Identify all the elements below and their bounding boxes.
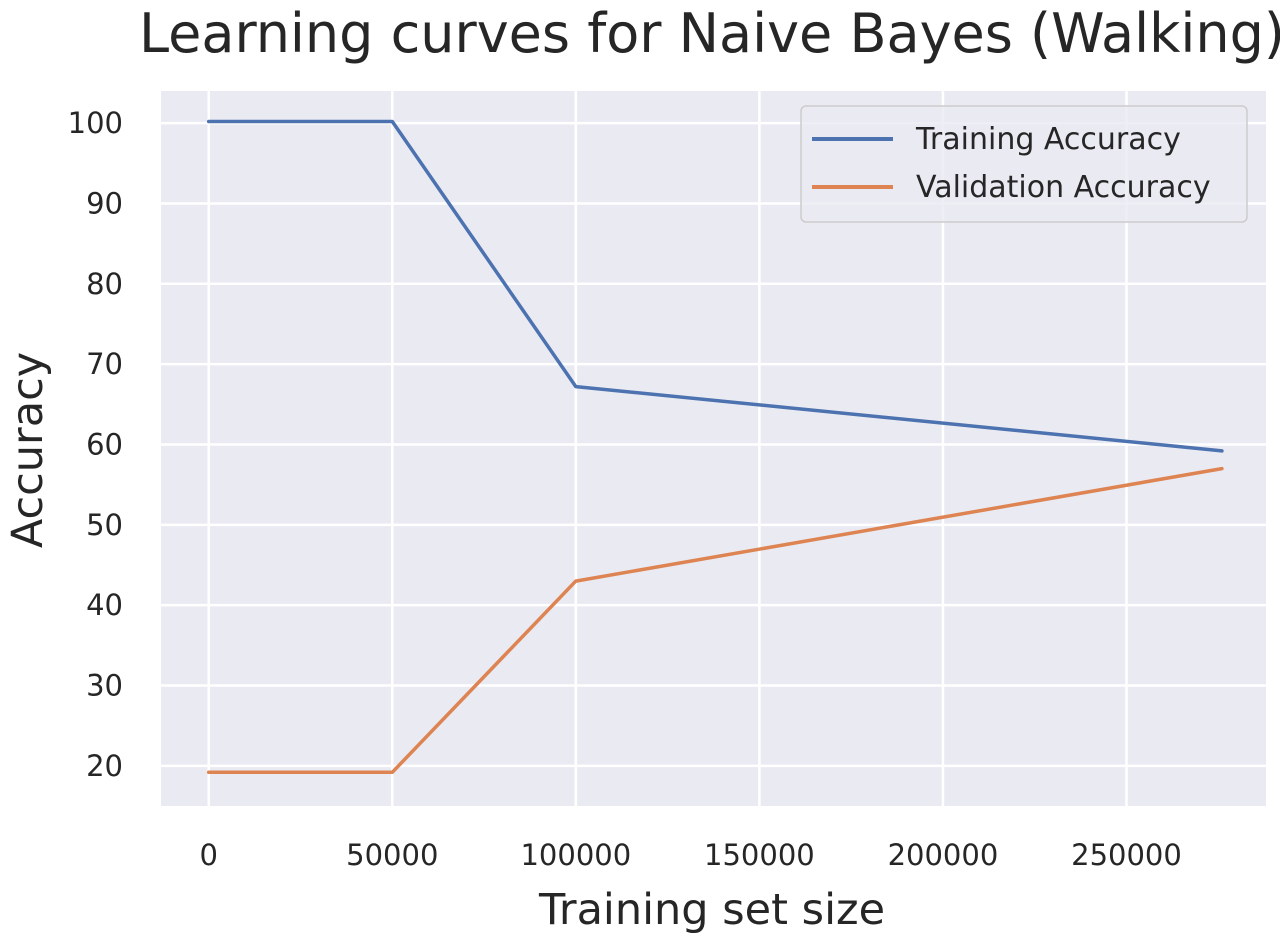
y-tick-label: 50 [86, 508, 123, 542]
x-tick-label: 100000 [520, 838, 631, 872]
series-line-validation-accuracy [206, 466, 1224, 775]
chart-title: Learning curves for Naive Bayes (Walking… [139, 2, 1280, 65]
series-lines [206, 119, 1224, 775]
y-tick-label: 60 [86, 427, 123, 461]
x-tick-label: 0 [199, 838, 217, 872]
y-tick-label: 20 [86, 749, 123, 783]
y-tick-label: 100 [68, 106, 123, 140]
x-tick-label: 250000 [1071, 838, 1182, 872]
x-tick-label: 50000 [346, 838, 438, 872]
y-axis-label: Accuracy [3, 352, 53, 548]
y-tick-label: 90 [86, 186, 123, 220]
legend-label-training: Training Accuracy [915, 122, 1181, 157]
legend: Training Accuracy Validation Accuracy [800, 105, 1248, 223]
legend-box [800, 105, 1248, 223]
legend-label-validation: Validation Accuracy [916, 170, 1211, 205]
x-tick-label: 200000 [888, 838, 999, 872]
y-tick-label: 40 [86, 588, 123, 622]
x-tick-labels: 0 50000 100000 150000 200000 250000 [199, 838, 1181, 872]
x-tick-label: 150000 [704, 838, 815, 872]
series-line-training-accuracy [206, 119, 1224, 453]
y-tick-label: 70 [86, 347, 123, 381]
y-tick-labels: 20 30 40 50 60 70 80 90 100 [68, 106, 123, 783]
y-tick-label: 30 [86, 668, 123, 702]
x-axis-label: Training set size [538, 885, 885, 935]
y-tick-label: 80 [86, 267, 123, 301]
